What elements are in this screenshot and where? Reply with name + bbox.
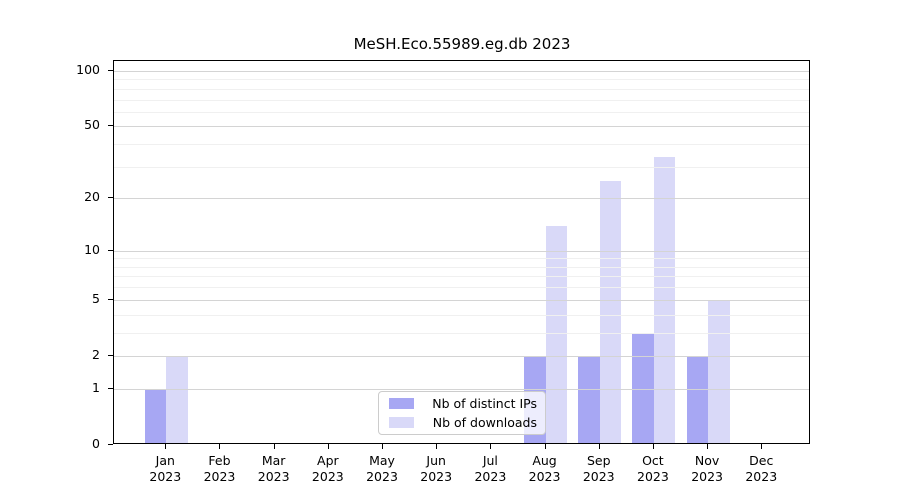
- gridline-minor: [114, 314, 809, 316]
- x-tick-mark: [544, 444, 546, 449]
- legend-swatch-distinct-ips: [389, 398, 414, 409]
- legend-swatch-downloads: [389, 417, 414, 428]
- x-tick-label-year: 2023: [149, 469, 182, 484]
- x-tick-mark: [436, 444, 438, 449]
- x-tick-mark: [327, 444, 329, 449]
- gridline-minor: [114, 276, 809, 278]
- gridline-major: [114, 126, 809, 128]
- gridline-minor: [114, 99, 809, 101]
- gridline-major: [114, 355, 809, 357]
- y-tick-mark: [108, 354, 113, 356]
- x-tick-label: Apr 2023: [293, 453, 363, 485]
- bar-downloads: [708, 299, 730, 443]
- x-tick-label: Feb 2023: [184, 453, 254, 485]
- bar-downloads: [545, 225, 568, 443]
- gridline-major: [114, 299, 809, 301]
- legend-item-distinct-ips: Nb of distinct IPs: [387, 396, 537, 411]
- y-tick-mark: [108, 249, 113, 251]
- gridline-major: [114, 388, 809, 390]
- x-tick-label-year: 2023: [691, 469, 723, 484]
- x-tick-label: Jan 2023: [130, 453, 200, 485]
- gridline-major: [114, 71, 809, 72]
- x-tick-label: Jun 2023: [401, 453, 471, 485]
- y-tick-mark: [108, 70, 113, 71]
- x-tick-label-year: 2023: [311, 469, 344, 484]
- y-tick-label: 100: [76, 62, 100, 77]
- gridline-minor: [114, 111, 809, 113]
- bar-distinct-ips: [578, 355, 600, 443]
- gridline-minor: [114, 258, 809, 260]
- x-tick-label: Oct 2023: [618, 453, 688, 485]
- y-tick-label: 20: [84, 189, 100, 205]
- x-tick-mark: [165, 444, 167, 449]
- x-tick-label-year: 2023: [203, 469, 236, 484]
- x-tick-label-year: 2023: [637, 469, 669, 484]
- x-tick-label: May 2023: [347, 453, 417, 485]
- y-tick-mark: [108, 298, 113, 300]
- legend: Nb of distinct IPs Nb of downloads: [378, 391, 546, 435]
- x-tick-mark: [490, 444, 492, 449]
- y-tick-label: 50: [84, 117, 100, 133]
- x-tick-mark: [761, 444, 763, 449]
- x-tick-label: Dec 2023: [726, 453, 796, 485]
- bar-downloads: [599, 180, 622, 443]
- x-tick-label-year: 2023: [366, 469, 398, 484]
- plot-area: [113, 60, 810, 444]
- gridline-minor: [114, 266, 809, 268]
- gridline-major: [114, 198, 809, 200]
- y-tick-label: 0: [92, 436, 100, 451]
- gridline-major: [114, 250, 809, 252]
- x-tick-mark: [273, 444, 275, 449]
- y-tick-label: 10: [84, 241, 100, 257]
- x-tick-mark: [598, 444, 600, 449]
- gridline-minor: [114, 144, 809, 146]
- bar-distinct-ips: [632, 332, 654, 443]
- x-tick-label-year: 2023: [474, 469, 507, 484]
- bar-downloads: [166, 355, 188, 443]
- x-tick-label-year: 2023: [420, 469, 453, 484]
- bar-distinct-ips: [686, 355, 709, 443]
- x-tick-label: Jul 2023: [455, 453, 525, 485]
- legend-label-distinct-ips: Nb of distinct IPs: [432, 396, 537, 411]
- x-tick-label-year: 2023: [745, 469, 778, 484]
- x-tick-mark: [652, 444, 654, 449]
- legend-item-downloads: Nb of downloads: [387, 415, 537, 430]
- y-tick-label: 1: [92, 379, 100, 395]
- y-tick-mark: [108, 125, 113, 127]
- x-tick-mark: [707, 444, 709, 449]
- y-tick-mark: [108, 197, 113, 199]
- x-tick-label: Aug 2023: [510, 453, 580, 485]
- x-tick-label: Mar 2023: [239, 453, 309, 485]
- x-tick-mark: [219, 444, 221, 449]
- gridline-minor: [114, 332, 809, 334]
- gridline-minor: [114, 287, 809, 289]
- gridline-minor: [114, 79, 809, 81]
- y-tick-mark: [108, 444, 113, 445]
- gridline-minor: [114, 88, 809, 90]
- bar-distinct-ips: [144, 388, 167, 443]
- x-tick-label: Sep 2023: [564, 453, 634, 485]
- chart-title: MeSH.Eco.55989.eg.db 2023: [353, 35, 571, 53]
- x-tick-label: Nov 2023: [672, 453, 742, 485]
- x-tick-label-year: 2023: [582, 469, 615, 484]
- y-tick-label: 5: [92, 290, 100, 306]
- gridline-minor: [114, 166, 809, 168]
- x-tick-label-year: 2023: [528, 469, 561, 484]
- legend-label-downloads: Nb of downloads: [432, 415, 537, 430]
- y-tick-label: 2: [92, 346, 100, 362]
- x-tick-mark: [382, 444, 384, 449]
- x-tick-label-year: 2023: [257, 469, 290, 484]
- y-tick-mark: [108, 387, 113, 389]
